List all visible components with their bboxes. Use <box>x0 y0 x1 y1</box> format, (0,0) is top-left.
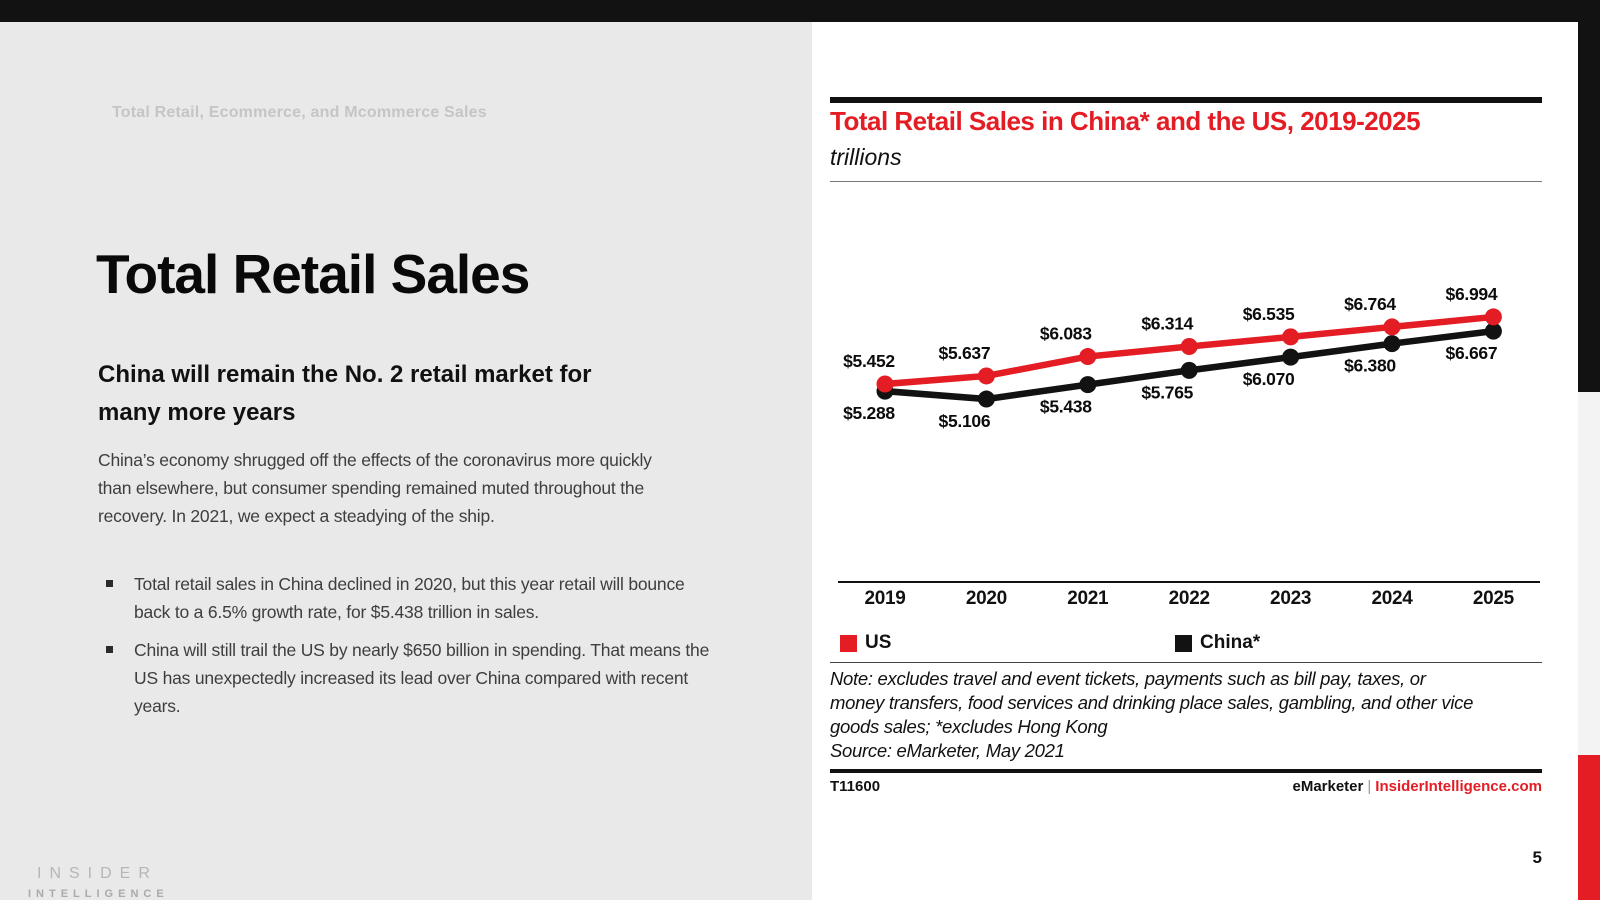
data-label-US-2024: $6.764 <box>1344 294 1396 314</box>
x-tick-label: 2024 <box>1371 588 1413 609</box>
China*-point-2023 <box>1282 348 1300 366</box>
China*-point-2021 <box>1079 376 1097 394</box>
bullet-icon <box>106 580 113 587</box>
chart-note-line: money transfers, food services and drink… <box>830 692 1474 713</box>
china-legend-label: China* <box>1200 632 1261 653</box>
bullet-text: China will still trail the US by nearly … <box>134 640 710 716</box>
list-item: China will still trail the US by nearly … <box>104 636 712 720</box>
right-strip-gray <box>1578 392 1600 755</box>
emarketer-label: eMarketer <box>1292 778 1364 795</box>
bullet-text: Total retail sales in China declined in … <box>134 574 685 622</box>
data-label-China*-2020: $5.106 <box>939 411 991 431</box>
US-point-2021 <box>1079 348 1097 366</box>
chart-note-block: Note: excludes travel and event tickets,… <box>830 667 1545 763</box>
logo-line-insider: INSIDER <box>37 865 158 882</box>
data-label-US-2023: $6.535 <box>1243 304 1295 324</box>
intro-paragraph: China’s economy shrugged off the effects… <box>98 450 652 526</box>
bullet-list: Total retail sales in China declined in … <box>104 570 712 730</box>
x-tick-label: 2020 <box>966 588 1007 609</box>
insiderintelligence-link[interactable]: InsiderIntelligence.com <box>1375 778 1542 795</box>
china-legend-swatch-icon <box>1175 634 1192 652</box>
data-label-China*-2024: $6.380 <box>1344 356 1396 376</box>
x-tick-label: 2023 <box>1270 588 1311 609</box>
data-label-US-2020: $5.637 <box>939 343 991 363</box>
data-label-US-2019: $5.452 <box>843 351 895 371</box>
subtitle-line-2: many more years <box>98 399 296 426</box>
x-tick-label: 2021 <box>1067 588 1109 609</box>
chart-id: T11600 <box>830 778 881 795</box>
us-legend-swatch-icon <box>840 634 857 652</box>
chart-panel: Total Retail Sales in China* and the US,… <box>812 22 1578 900</box>
right-strip-red <box>1578 755 1600 900</box>
US-point-2025 <box>1484 308 1502 326</box>
note-divider-rule <box>830 662 1542 663</box>
China*-point-2022 <box>1180 361 1198 379</box>
page-number: 5 <box>1532 848 1542 867</box>
chart-unit-label: trillions <box>830 144 902 170</box>
footer-separator: | <box>1367 778 1372 795</box>
subtitle-line-1: China will remain the No. 2 retail marke… <box>98 361 592 388</box>
footer-brand: eMarketer | InsiderIntelligence.com <box>1292 778 1542 795</box>
US-point-2022 <box>1180 338 1198 356</box>
right-strip-black <box>1578 22 1600 392</box>
data-label-US-2025: $6.994 <box>1446 284 1498 304</box>
chart-note-line: goods sales; *excludes Hong Kong <box>830 716 1108 737</box>
US-point-2020 <box>977 367 995 385</box>
China*-point-2024 <box>1383 335 1401 353</box>
chart-legend: US China* <box>840 632 1542 656</box>
chart-note-line: Note: excludes travel and event tickets,… <box>830 668 1426 689</box>
page-title: Total Retail Sales <box>96 243 530 305</box>
chart-source: Source: eMarketer, May 2021 <box>830 740 1065 761</box>
data-label-China*-2019: $5.288 <box>843 403 895 423</box>
data-label-China*-2021: $5.438 <box>1040 397 1092 417</box>
section-header: Total Retail, Ecommerce, and Mcommerce S… <box>112 104 487 121</box>
insider-intelligence-logo: INSIDER INTELLIGENCE <box>28 865 169 900</box>
title-divider-rule <box>830 181 1542 182</box>
China*-point-2025 <box>1484 322 1502 340</box>
title-top-rule <box>830 97 1542 103</box>
China*-point-2020 <box>977 390 995 408</box>
top-black-bar <box>0 0 1600 22</box>
chart-title: Total Retail Sales in China* and the US,… <box>830 106 1421 136</box>
logo-line-intelligence: INTELLIGENCE <box>28 888 169 900</box>
footer-rule <box>830 769 1542 773</box>
data-label-China*-2025: $6.667 <box>1446 343 1498 363</box>
us-legend-label: US <box>865 632 892 653</box>
US-point-2024 <box>1383 318 1401 336</box>
data-label-US-2022: $6.314 <box>1141 314 1193 334</box>
bullet-icon <box>106 646 113 653</box>
data-label-China*-2023: $6.070 <box>1243 369 1295 389</box>
US-point-2023 <box>1282 328 1300 346</box>
left-text-panel: Total Retail, Ecommerce, and Mcommerce S… <box>0 22 812 900</box>
line-chart: 2019 2020 2021 2022 2023 2024 2025 $5.452 $5.637… <box>838 284 1540 609</box>
x-tick-label: 2019 <box>864 588 905 609</box>
US-point-2019 <box>876 375 894 393</box>
list-item: Total retail sales in China declined in … <box>104 570 712 626</box>
slide-subtitle: China will remain the No. 2 retail marke… <box>98 356 591 432</box>
data-label-US-2021: $6.083 <box>1040 324 1092 344</box>
data-label-China*-2022: $5.765 <box>1141 382 1193 402</box>
legend-item-us: US <box>840 632 891 654</box>
x-tick-label: 2025 <box>1473 588 1515 609</box>
x-tick-label: 2022 <box>1169 588 1210 609</box>
legend-item-china: China* <box>1175 632 1260 654</box>
